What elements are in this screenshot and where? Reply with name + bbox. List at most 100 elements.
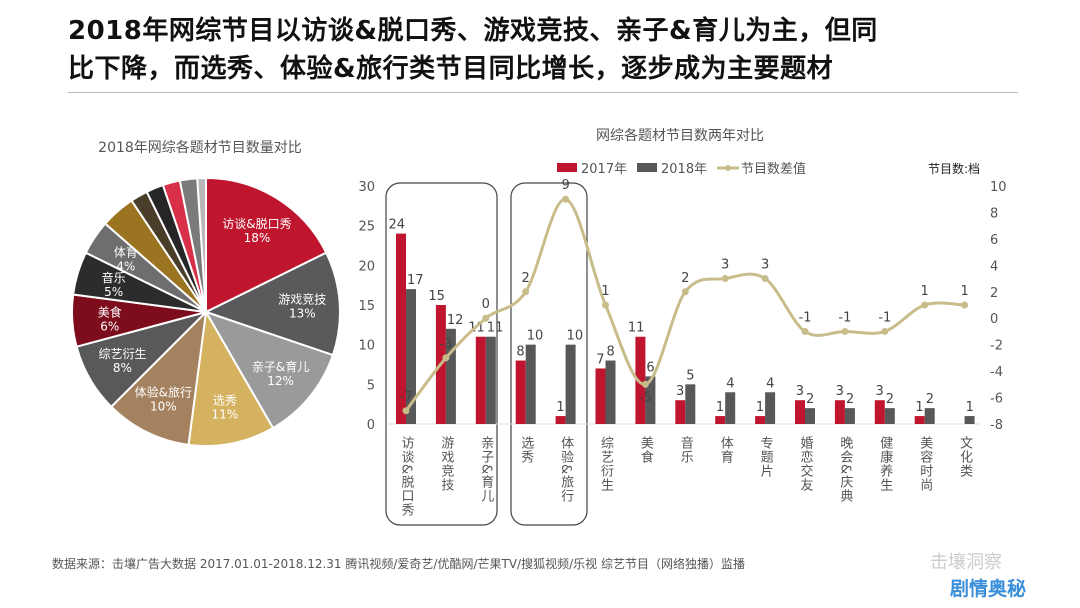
category-label: 亲子&育儿 [478,436,494,504]
pie-slice-percent: 5% [104,285,123,299]
bar-2018 [844,408,855,424]
bar-value-label: 2 [926,392,934,407]
diff-point [841,327,849,335]
diff-point [761,275,769,283]
right-axis-tick: -8 [990,418,1003,433]
bar-2017 [874,400,885,424]
right-axis-tick: 2 [990,286,998,301]
bar-value-label: 10 [527,329,544,344]
highlight-box-growth [510,182,588,526]
bar-2018 [645,376,656,424]
left-axis-tick: 30 [358,180,375,195]
bar-2018 [525,344,536,424]
diff-value-label: -3 [439,337,452,352]
bar-2018 [406,289,416,424]
bar-2017 [914,416,925,424]
right-axis-tick: 8 [990,206,998,221]
diff-value-label: 3 [721,258,729,273]
diff-value-label: -5 [639,390,652,405]
bar-2017 [555,416,566,424]
diff-value-label: 1 [921,284,929,299]
right-axis-tick: 10 [990,180,1007,195]
bar-value-label: 8 [607,345,615,360]
pie-slice [187,308,275,447]
pie-slice-percent: 11% [211,408,238,422]
bar-2018 [725,392,736,424]
category-label: 综艺衍生 [598,436,614,492]
diff-point [482,314,490,322]
pie-slice-percent: 8% [113,361,132,375]
pie-slice-label: 亲子&育儿 [252,359,309,374]
legend-label: 2018年 [661,162,707,177]
category-label: 体验&旅行 [558,436,574,504]
category-label: 美容时尚 [917,436,933,492]
diff-point [961,301,969,309]
pie-slice [109,309,208,446]
diff-point [921,301,929,309]
pie-slice-percent: 6% [100,319,119,333]
bar-2018 [445,328,456,424]
bar-2017 [515,360,526,424]
right-axis-tick: 4 [990,259,998,274]
bar-value-label: 3 [796,384,804,399]
bar-value-label: 1 [966,400,974,415]
category-label: 健康养生 [877,436,893,492]
highlight-box-decline [385,182,498,526]
bar-value-label: 4 [726,376,734,391]
bar-value-label: 15 [428,289,445,304]
bar-value-label: 1 [915,400,923,415]
diff-point [801,327,809,335]
diff-point [881,327,889,335]
pie-slice-percent: 12% [267,374,294,388]
pie-slice-label: 美食 [98,304,122,319]
bar-2017 [755,416,766,424]
bar-value-label: 7 [596,352,604,367]
diff-point [721,275,729,283]
bar-value-label: 11 [487,321,504,336]
diff-value-label: 1 [960,284,968,299]
diff-value-label: -1 [838,310,851,325]
legend-label: 2017年 [581,162,627,177]
bar-value-label: 2 [806,392,814,407]
diff-value-label: -1 [878,310,891,325]
pie-slice-label: 体验&旅行 [135,385,192,400]
left-axis-tick: 0 [367,418,375,433]
bar-value-label: 3 [836,384,844,399]
diff-point [442,354,450,362]
bar-2018 [765,392,776,424]
pie-slice-percent: 13% [289,307,316,321]
pie-slice-label: 综艺衍生 [98,347,146,361]
category-label: 游戏竞技 [438,436,454,492]
bar-value-label: 1 [556,400,564,415]
right-axis-tick: -4 [990,365,1003,380]
bar-2018 [884,408,895,424]
diff-point [562,195,570,203]
bar-2018 [924,408,935,424]
bar-value-label: 3 [676,384,684,399]
diff-point [681,288,689,296]
pie-slice [203,251,341,357]
bar-2018 [565,344,576,424]
pie-slice-percent: 10% [150,400,177,414]
bar-value-label: 5 [686,368,694,383]
category-label: 专题片 [758,436,774,478]
bar-2017 [834,400,845,424]
category-label: 音乐 [678,435,694,464]
diff-point [522,288,530,296]
bar-2018 [605,360,616,424]
right-axis-tick: -2 [990,339,1003,354]
diff-value-label: 2 [522,271,530,286]
bar-2018 [485,336,496,424]
bar-2018 [685,384,696,424]
left-axis-tick: 25 [358,220,375,235]
left-axis-tick: 5 [367,378,375,393]
pie-slice-percent: 18% [244,231,271,245]
category-label: 体育 [718,436,734,464]
diff-value-label: 0 [482,297,490,312]
pie-slice-label: 选秀 [213,394,237,408]
bar-value-label: 17 [407,273,424,288]
category-label: 晚会&庆典 [837,436,853,503]
left-axis-tick: 15 [358,299,375,314]
